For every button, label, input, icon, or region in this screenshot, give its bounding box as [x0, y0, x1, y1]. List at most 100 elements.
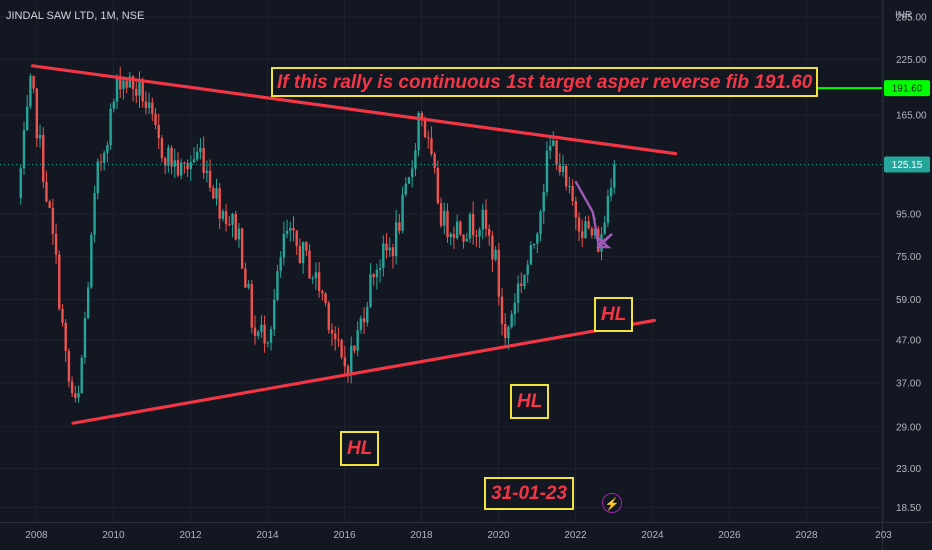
- y-tick-label: 225.00: [896, 55, 927, 66]
- candle-body: [96, 161, 99, 194]
- candle-body: [106, 145, 109, 153]
- candle-body: [99, 161, 103, 163]
- candle-body: [292, 227, 295, 231]
- candle-body: [366, 306, 369, 323]
- y-tick-label: 18.50: [896, 503, 921, 514]
- trendline-upper: [31, 64, 678, 156]
- candle-body: [269, 329, 273, 343]
- candle-body: [167, 147, 170, 166]
- candle-body: [455, 221, 459, 239]
- candle-body: [221, 211, 225, 219]
- candle-body: [250, 284, 253, 328]
- candle-body: [362, 318, 366, 323]
- candle-body: [375, 270, 379, 278]
- candle-body: [385, 243, 388, 251]
- candle-body: [183, 162, 186, 164]
- candle-body: [147, 102, 151, 108]
- candle-body: [439, 203, 443, 226]
- candle-body: [311, 278, 314, 280]
- candle-body: [266, 342, 270, 344]
- candle-body: [481, 209, 484, 230]
- candle-body: [176, 160, 180, 176]
- x-tick-label: 2018: [410, 530, 433, 541]
- candle-body: [163, 158, 167, 166]
- candle-body: [205, 170, 209, 173]
- candle-body: [484, 209, 488, 229]
- candle-body: [555, 140, 558, 166]
- candle-body: [240, 228, 244, 269]
- candle-body: [520, 283, 523, 286]
- candle-body: [372, 274, 375, 278]
- candle-body: [228, 224, 231, 226]
- candle-body: [170, 147, 173, 167]
- candle-body: [356, 329, 359, 351]
- candle-body: [539, 211, 542, 234]
- candle-body: [436, 167, 440, 204]
- candle-body: [125, 80, 128, 88]
- x-tick-label: 2026: [718, 530, 741, 541]
- candle-body: [67, 350, 71, 382]
- candle-body: [119, 77, 122, 90]
- candle-body: [391, 247, 395, 257]
- candle-body: [536, 233, 539, 244]
- candle-body: [138, 80, 141, 96]
- candle-body: [135, 89, 138, 96]
- higher-low-label-2: HL: [510, 384, 550, 419]
- x-tick-label: 2008: [25, 530, 48, 541]
- candle-body: [587, 221, 590, 229]
- candle-body: [414, 150, 417, 169]
- candle-body: [471, 214, 475, 236]
- x-tick-label: 2012: [179, 530, 202, 541]
- candle-body: [353, 345, 356, 351]
- candle-body: [507, 327, 510, 339]
- candle-body: [208, 170, 212, 188]
- candle-body: [417, 113, 420, 151]
- candle-body: [35, 88, 39, 139]
- candle-body: [83, 318, 87, 358]
- candle-body: [382, 243, 385, 269]
- candle-body: [109, 108, 112, 146]
- x-tick-label: 2024: [641, 530, 664, 541]
- x-tick-label: 2014: [256, 530, 279, 541]
- candle-body: [212, 187, 215, 199]
- candle-body: [86, 287, 90, 319]
- candle-body: [584, 221, 587, 238]
- candle-body: [398, 222, 401, 231]
- flag-pattern: [574, 180, 613, 249]
- candle-body: [256, 331, 260, 336]
- candle-body: [260, 324, 263, 332]
- candle-body: [401, 194, 404, 231]
- candle-body: [545, 150, 549, 192]
- candle-body: [128, 76, 132, 88]
- candle-body: [350, 345, 353, 374]
- higher-low-label-1: HL: [340, 431, 380, 466]
- candle-body: [510, 314, 513, 328]
- candle-body: [487, 228, 491, 236]
- candle-body: [346, 366, 350, 374]
- candle-body: [542, 191, 545, 212]
- candle-body: [420, 113, 424, 119]
- candle-body: [404, 183, 407, 195]
- candle-body: [459, 221, 462, 235]
- candle-body: [504, 324, 507, 339]
- candle-body: [369, 274, 372, 307]
- candle-body: [77, 392, 80, 398]
- candle-body: [561, 166, 565, 172]
- candle-body: [613, 164, 616, 188]
- candle-body: [25, 106, 29, 131]
- candle-body: [279, 257, 282, 272]
- candle-body: [74, 393, 77, 398]
- candle-body: [38, 134, 42, 139]
- candle-body: [500, 296, 504, 325]
- candle-body: [308, 250, 311, 279]
- candle-body: [231, 214, 234, 225]
- x-tick-label: 2022: [564, 530, 587, 541]
- candle-body: [29, 76, 32, 107]
- candle-body: [343, 357, 347, 367]
- candle-body: [564, 166, 568, 187]
- candle-body: [90, 234, 93, 288]
- x-tick-label: 2016: [333, 530, 356, 541]
- candle-body: [593, 228, 597, 236]
- lightning-icon[interactable]: ⚡: [602, 493, 622, 513]
